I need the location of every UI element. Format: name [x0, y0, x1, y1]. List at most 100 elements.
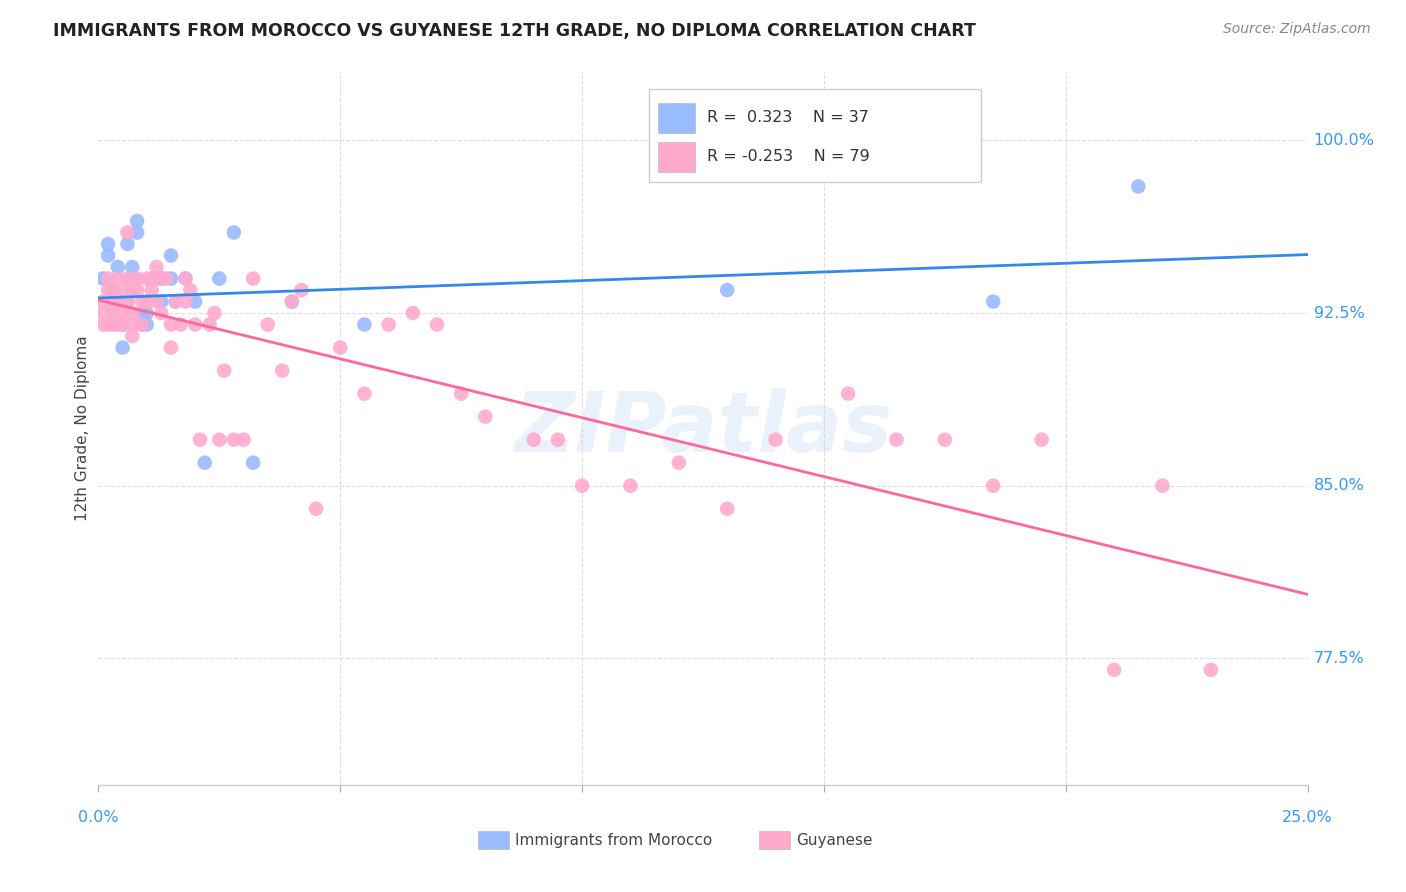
Point	[160, 341, 183, 355]
Text: 92.5%: 92.5%	[1313, 306, 1364, 320]
Point	[131, 318, 153, 332]
Point	[981, 479, 1004, 493]
Point	[107, 271, 129, 285]
Point	[450, 386, 472, 401]
Point	[135, 294, 157, 309]
Y-axis label: 12th Grade, No Diploma: 12th Grade, No Diploma	[75, 335, 90, 521]
Point	[402, 306, 425, 320]
Point	[101, 306, 124, 320]
Point	[111, 318, 134, 332]
Point	[135, 318, 157, 332]
Point	[934, 433, 956, 447]
Text: Guyanese: Guyanese	[796, 833, 872, 847]
Point	[716, 501, 738, 516]
Point	[141, 271, 163, 285]
Point	[174, 271, 197, 285]
Point	[212, 363, 235, 377]
Point	[91, 306, 114, 320]
Point	[101, 294, 124, 309]
Point	[107, 260, 129, 274]
Point	[121, 260, 143, 274]
Point	[145, 294, 167, 309]
Point	[107, 294, 129, 309]
Point	[121, 329, 143, 343]
Point	[198, 318, 221, 332]
Point	[208, 433, 231, 447]
Point	[837, 386, 859, 401]
Point	[97, 271, 120, 285]
Point	[117, 271, 139, 285]
Point	[174, 294, 197, 309]
Text: R =  0.323    N = 37: R = 0.323 N = 37	[707, 111, 869, 125]
Point	[571, 479, 593, 493]
Point	[204, 306, 226, 320]
Point	[281, 294, 304, 309]
Point	[121, 283, 143, 297]
Point	[886, 433, 908, 447]
Point	[188, 433, 211, 447]
Point	[117, 237, 139, 252]
Point	[523, 433, 546, 447]
Point	[97, 318, 120, 332]
Point	[121, 271, 143, 285]
Point	[145, 271, 167, 285]
Text: 100.0%: 100.0%	[1313, 133, 1375, 148]
Point	[242, 271, 264, 285]
Point	[101, 283, 124, 297]
Point	[101, 283, 124, 297]
Point	[101, 318, 124, 332]
Point	[135, 271, 157, 285]
Point	[127, 214, 149, 228]
Text: R = -0.253    N = 79: R = -0.253 N = 79	[707, 150, 869, 164]
Point	[290, 283, 312, 297]
Point	[127, 271, 149, 285]
Bar	[658, 103, 695, 133]
Point	[160, 318, 183, 332]
Point	[547, 433, 569, 447]
Point	[184, 318, 207, 332]
Point	[160, 271, 183, 285]
Point	[232, 433, 254, 447]
Point	[131, 318, 153, 332]
Point	[135, 306, 157, 320]
Point	[1031, 433, 1053, 447]
Point	[150, 306, 173, 320]
Text: 77.5%: 77.5%	[1313, 651, 1364, 665]
Point	[353, 386, 375, 401]
Point	[141, 283, 163, 297]
Point	[179, 283, 201, 297]
Point	[256, 318, 278, 332]
Point	[377, 318, 399, 332]
Point	[131, 294, 153, 309]
Point	[150, 271, 173, 285]
Point	[222, 226, 245, 240]
Point	[184, 294, 207, 309]
Point	[121, 306, 143, 320]
Point	[131, 306, 153, 320]
Point	[281, 294, 304, 309]
Point	[1102, 663, 1125, 677]
Point	[117, 294, 139, 309]
Point	[107, 318, 129, 332]
Point	[91, 271, 114, 285]
Point	[91, 318, 114, 332]
Point	[305, 501, 328, 516]
Point	[111, 341, 134, 355]
Point	[242, 456, 264, 470]
Point	[107, 294, 129, 309]
Text: 0.0%: 0.0%	[79, 810, 118, 825]
Point	[353, 318, 375, 332]
Point	[329, 341, 352, 355]
Point	[1128, 179, 1150, 194]
Point	[765, 433, 787, 447]
Text: Immigrants from Morocco: Immigrants from Morocco	[515, 833, 711, 847]
Point	[160, 248, 183, 262]
Point	[97, 283, 120, 297]
Point	[222, 433, 245, 447]
Point	[121, 318, 143, 332]
Point	[97, 237, 120, 252]
Point	[208, 271, 231, 285]
Point	[271, 363, 294, 377]
Text: IMMIGRANTS FROM MOROCCO VS GUYANESE 12TH GRADE, NO DIPLOMA CORRELATION CHART: IMMIGRANTS FROM MOROCCO VS GUYANESE 12TH…	[53, 22, 976, 40]
Point	[117, 294, 139, 309]
